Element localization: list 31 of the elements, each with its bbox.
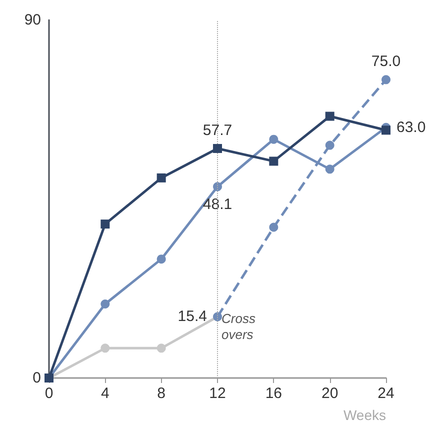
x-axis-title: Weeks bbox=[343, 407, 386, 423]
data-label: 48.1 bbox=[202, 196, 232, 214]
x-tick-label: 12 bbox=[209, 385, 226, 402]
x-tick-label: 0 bbox=[44, 385, 54, 402]
x-tick-label: 24 bbox=[378, 385, 394, 402]
point bbox=[269, 222, 278, 232]
point bbox=[325, 112, 334, 121]
x-tick-label: 20 bbox=[321, 385, 338, 402]
data-label: 63.0 bbox=[396, 118, 426, 136]
data-label: 57.7 bbox=[202, 122, 232, 139]
point bbox=[382, 75, 390, 84]
point bbox=[213, 182, 222, 192]
point bbox=[213, 144, 222, 153]
point bbox=[269, 134, 278, 144]
point bbox=[156, 254, 166, 264]
x-tick-label: 4 bbox=[100, 385, 110, 402]
point bbox=[100, 220, 110, 229]
point bbox=[156, 173, 166, 182]
point bbox=[325, 140, 334, 150]
point bbox=[100, 300, 110, 309]
point bbox=[269, 156, 278, 166]
point bbox=[382, 126, 390, 135]
data-label: 75.0 bbox=[371, 53, 401, 70]
x-tick-label: 8 bbox=[157, 385, 166, 402]
point bbox=[100, 344, 110, 353]
data-label: 15.4 bbox=[178, 308, 207, 326]
annotation: Cross overs bbox=[222, 310, 260, 342]
point bbox=[156, 344, 166, 353]
y-tick-label: 90 bbox=[24, 12, 41, 28]
point bbox=[325, 164, 334, 174]
x-tick-label: 16 bbox=[265, 385, 282, 402]
